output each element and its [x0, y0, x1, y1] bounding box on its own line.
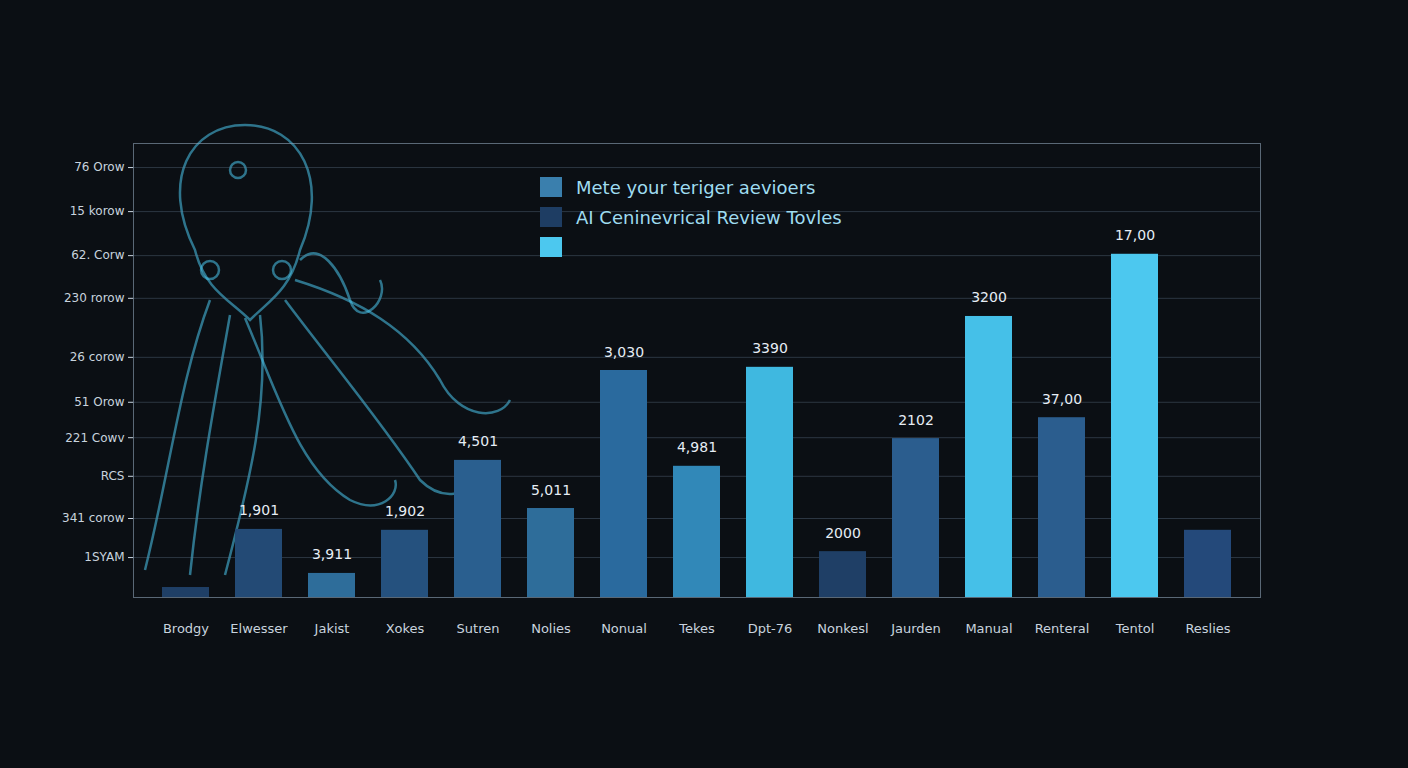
svg-text:2102: 2102 — [898, 412, 934, 428]
svg-text:2000: 2000 — [825, 525, 861, 541]
svg-text:37,00: 37,00 — [1042, 391, 1082, 407]
svg-text:3390: 3390 — [752, 340, 788, 356]
svg-text:Nolies: Nolies — [531, 621, 571, 636]
svg-text:230 rorow: 230 rorow — [64, 291, 125, 305]
svg-text:Brodgy: Brodgy — [163, 621, 209, 636]
svg-text:1SYAM: 1SYAM — [84, 550, 124, 564]
svg-text:3,911: 3,911 — [312, 546, 352, 562]
svg-text:3200: 3200 — [971, 289, 1007, 305]
svg-text:1,901: 1,901 — [239, 502, 279, 518]
svg-text:Tentol: Tentol — [1115, 621, 1155, 636]
svg-text:1,902: 1,902 — [385, 503, 425, 519]
svg-text:15 korow: 15 korow — [70, 204, 125, 218]
svg-text:26 corow: 26 corow — [70, 350, 125, 364]
svg-text:Dpt-76: Dpt-76 — [748, 621, 793, 636]
svg-text:Jaurden: Jaurden — [890, 621, 941, 636]
svg-text:RCS: RCS — [101, 469, 125, 483]
svg-text:Manual: Manual — [965, 621, 1012, 636]
svg-text:341 corow: 341 corow — [62, 511, 125, 525]
svg-text:221 Cowv: 221 Cowv — [65, 431, 124, 445]
svg-text:4,501: 4,501 — [458, 433, 498, 449]
html-text:AI Ceninevrical Review Tovles: AI Ceninevrical Review Tovles — [576, 206, 842, 228]
svg-text:Reslies: Reslies — [1185, 621, 1230, 636]
svg-text:17,00: 17,00 — [1115, 227, 1155, 243]
svg-text:Renteral: Renteral — [1035, 621, 1090, 636]
svg-text:76 Orow: 76 Orow — [74, 160, 125, 174]
svg-text:Jakist: Jakist — [314, 621, 350, 636]
svg-text:Nonual: Nonual — [601, 621, 647, 636]
svg-text:Xokes: Xokes — [386, 621, 425, 636]
svg-text:51 Orow: 51 Orow — [74, 395, 125, 409]
svg-text:3,030: 3,030 — [604, 344, 644, 360]
svg-text:5,011: 5,011 — [531, 482, 571, 498]
html-text:Mete your teriger aevioers: Mete your teriger aevioers — [576, 176, 816, 198]
svg-text:4,981: 4,981 — [677, 439, 717, 455]
svg-text:Elwesser: Elwesser — [230, 621, 288, 636]
svg-text:Nonkesl: Nonkesl — [817, 621, 868, 636]
svg-text:62. Corw: 62. Corw — [71, 248, 125, 262]
svg-text:Sutren: Sutren — [457, 621, 500, 636]
svg-text:Tekes: Tekes — [678, 621, 715, 636]
